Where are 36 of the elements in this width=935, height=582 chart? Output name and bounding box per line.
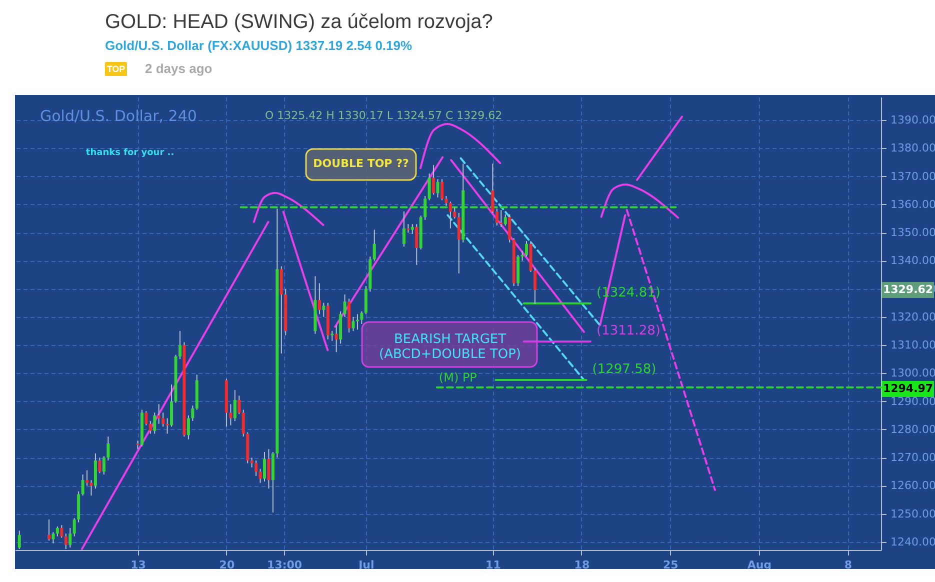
- y-tick-label: 1320.00: [890, 310, 935, 324]
- data-label: (1297.58): [592, 362, 656, 378]
- annotation: O 1325.42 H 1330.17 L 1324.57 C 1329.62: [265, 109, 502, 122]
- y-tick-label: 1360.00: [890, 198, 935, 211]
- text: 1294.97: [882, 382, 934, 395]
- annotation: BEARISH TARGET (ABCD+DOUBLE TOP): [379, 332, 521, 362]
- text: TOP: [106, 64, 126, 74]
- series-label: (M) PP: [438, 370, 477, 384]
- y-tick-label: 1310.00: [890, 338, 935, 352]
- y-tick-label: 1370.00: [890, 170, 935, 183]
- y-tick-label: 1250.00: [890, 507, 935, 520]
- x-tick-label: 13: [130, 558, 146, 572]
- chart-title: GOLD: HEAD (SWING) za účelom rozvoja?: [105, 11, 493, 33]
- y-tick-label: 1390.00: [890, 114, 935, 127]
- x-tick-label: 18: [574, 558, 590, 572]
- chart-subtitle: Gold/U.S. Dollar (FX:XAUUSD) 1337.19 2.54 0.19%: [105, 38, 412, 53]
- data-label: (1311.28): [596, 323, 660, 338]
- y-tick-label: 1340.00: [890, 254, 935, 268]
- x-tick-label: 8: [844, 558, 852, 572]
- y-tick-label: 1240.00: [890, 535, 935, 548]
- y-tick-label: 1260.00: [890, 479, 935, 492]
- y-tick-label: 1290.00: [890, 394, 935, 408]
- text: 2 days ago: [145, 61, 212, 76]
- y-tick-label: 1270.00: [890, 451, 935, 464]
- x-tick-label: 20: [219, 558, 235, 572]
- x-tick-label: 25: [663, 558, 678, 572]
- y-tick-label: 1380.00: [890, 142, 935, 155]
- x-tick-label: 11: [486, 558, 501, 572]
- y-tick-label: 1300.00: [890, 366, 935, 380]
- annotation: Gold/U.S. Dollar, 240: [40, 107, 197, 125]
- annotation: DOUBLE TOP ??: [313, 157, 409, 170]
- annotation: thanks for your ..: [86, 148, 174, 158]
- y-tick-label: 1350.00: [890, 226, 935, 240]
- text: 1329.62: [882, 283, 934, 296]
- y-tick-label: 1280.00: [890, 422, 935, 436]
- x-tick-label: 13:00: [267, 558, 302, 572]
